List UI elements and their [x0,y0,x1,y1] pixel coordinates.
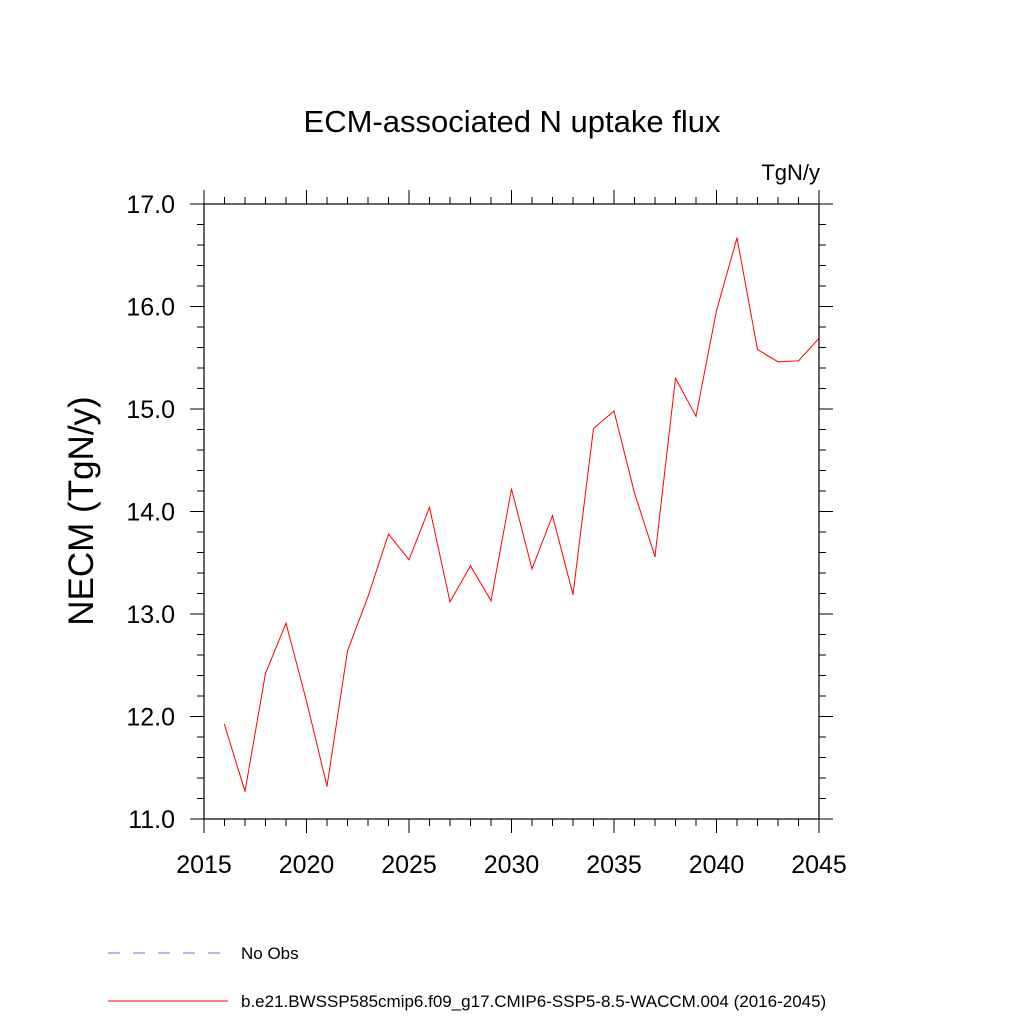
legend-label-no-obs: No Obs [241,944,299,963]
data-point [572,593,574,596]
data-point [797,360,800,362]
data-point [428,506,431,508]
data-point [654,556,656,558]
data-point [531,568,533,570]
x-tick-label: 2035 [586,851,642,879]
x-tick-label: 2015 [176,851,232,879]
x-tick-label: 2025 [381,851,437,879]
y-tick-label: 12.0 [126,704,175,732]
x-tick-label: 2045 [791,851,847,879]
data-point [674,377,677,379]
data-point [777,361,779,363]
data-point [244,790,246,792]
legend-label-model-run: b.e21.BWSSP585cmip6.f09_g17.CMIP6-SSP5-8… [241,992,826,1011]
y-tick-label: 15.0 [126,396,175,424]
data-point [264,672,267,675]
y-axis-label: NECM (TgN/y) [62,396,101,625]
series-line-0 [224,237,820,792]
y-tick-label: 13.0 [126,601,175,629]
data-point [633,492,636,494]
axis-ticks [190,190,833,833]
data-point [326,785,328,787]
data-point [367,595,369,598]
plot-frame [203,203,820,820]
units-label: TgN/y [761,160,820,185]
data-point [756,348,759,351]
data-point [695,415,697,417]
data-point [592,427,595,430]
y-tick-label: 17.0 [126,191,175,219]
data-point [613,410,615,412]
data-point [305,700,308,702]
y-tick-label: 16.0 [126,294,175,322]
series-layer [223,237,820,792]
data-point [449,601,451,603]
x-tick-label: 2020 [279,851,335,879]
x-tick-label: 2030 [484,851,540,879]
y-tick-label: 14.0 [126,499,175,527]
data-point [736,237,738,239]
chart-title: ECM-associated N uptake flux [304,104,721,139]
data-point [551,515,554,517]
data-point [408,559,410,561]
data-point [223,724,226,726]
data-point [469,565,472,567]
data-point [387,533,390,535]
data-point [715,310,718,312]
data-point [346,650,349,652]
axis-tick-labels: 2015 2020 2025 2030 2035 2040 2045 11.0 12.0 13.0… [126,191,846,879]
data-point [490,600,492,602]
x-tick-label: 2040 [689,851,745,879]
data-point [510,488,513,490]
legend: No Obs b.e21.BWSSP585cmip6.f09_g17.CMIP6… [108,944,826,1011]
data-point [285,622,287,624]
y-tick-label: 11.0 [128,806,175,834]
